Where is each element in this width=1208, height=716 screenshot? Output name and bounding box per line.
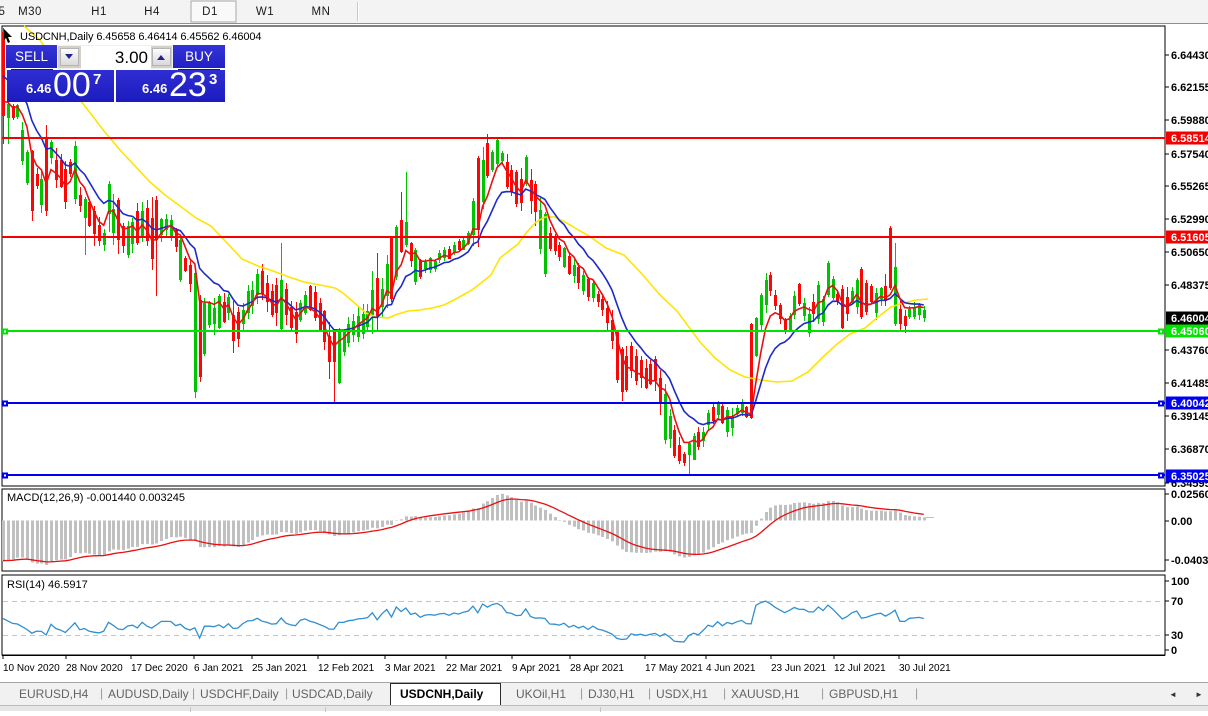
svg-text:6.43760: 6.43760 <box>1171 345 1208 357</box>
svg-text:6.57540: 6.57540 <box>1171 149 1208 161</box>
svg-text:USDCNH,Daily 6.45658 6.46414: USDCNH,Daily 6.45658 6.46414 6.45562 6.4… <box>20 31 261 43</box>
svg-text:6.39145: 6.39145 <box>1171 411 1208 423</box>
svg-text:6.62155: 6.62155 <box>1171 82 1208 94</box>
svg-text:9 Apr 2021: 9 Apr 2021 <box>512 663 561 674</box>
svg-text:6.64430: 6.64430 <box>1171 50 1208 62</box>
svg-text:6.55265: 6.55265 <box>1171 181 1208 193</box>
svg-text:30: 30 <box>1171 630 1183 642</box>
svg-text:3 Mar 2021: 3 Mar 2021 <box>385 663 436 674</box>
svg-text:25 Jan 2021: 25 Jan 2021 <box>252 663 307 674</box>
svg-text:RSI(14) 46.5917: RSI(14) 46.5917 <box>7 579 88 591</box>
svg-text:6.46004: 6.46004 <box>1171 313 1208 325</box>
svg-text:6.51605: 6.51605 <box>1171 232 1208 244</box>
svg-text:D1: D1 <box>202 6 218 18</box>
svg-text:0: 0 <box>1171 645 1177 657</box>
svg-text:MACD(12,26,9) -0.001440 0.0032: MACD(12,26,9) -0.001440 0.003245 <box>7 492 185 504</box>
svg-text:M30: M30 <box>18 6 42 18</box>
svg-text:6.45060: 6.45060 <box>1171 326 1208 338</box>
svg-text:-0.040386: -0.040386 <box>1171 555 1208 567</box>
svg-text:12 Jul 2021: 12 Jul 2021 <box>834 663 886 674</box>
svg-text:6.36870: 6.36870 <box>1171 444 1208 456</box>
svg-text:6.50650: 6.50650 <box>1171 247 1208 259</box>
svg-text:H4: H4 <box>144 6 160 18</box>
svg-text:10 Nov 2020: 10 Nov 2020 <box>3 663 60 674</box>
svg-text:W1: W1 <box>256 6 274 18</box>
svg-text:6.35025: 6.35025 <box>1171 471 1208 483</box>
svg-text:MN: MN <box>312 6 331 18</box>
svg-text:28 Nov 2020: 28 Nov 2020 <box>66 663 123 674</box>
svg-text:5: 5 <box>0 6 5 18</box>
svg-text:12 Feb 2021: 12 Feb 2021 <box>318 663 375 674</box>
svg-text:6 Jan 2021: 6 Jan 2021 <box>194 663 244 674</box>
svg-text:4 Jun 2021: 4 Jun 2021 <box>706 663 756 674</box>
svg-text:28 Apr 2021: 28 Apr 2021 <box>570 663 624 674</box>
svg-text:6.41485: 6.41485 <box>1171 378 1208 390</box>
svg-text:23 Jun 2021: 23 Jun 2021 <box>771 663 826 674</box>
svg-text:100: 100 <box>1171 576 1189 588</box>
svg-text:17 Dec 2020: 17 Dec 2020 <box>131 663 188 674</box>
svg-text:17 May 2021: 17 May 2021 <box>645 663 703 674</box>
svg-text:H1: H1 <box>91 6 107 18</box>
svg-text:0.025609: 0.025609 <box>1171 489 1208 501</box>
svg-text:70: 70 <box>1171 596 1183 608</box>
svg-text:6.52990: 6.52990 <box>1171 214 1208 226</box>
svg-text:6.48375: 6.48375 <box>1171 280 1208 292</box>
svg-text:30 Jul 2021: 30 Jul 2021 <box>899 663 951 674</box>
svg-text:6.40042: 6.40042 <box>1171 398 1208 410</box>
svg-text:0.00: 0.00 <box>1171 516 1192 528</box>
svg-text:6.59880: 6.59880 <box>1171 115 1208 127</box>
svg-text:6.58514: 6.58514 <box>1171 133 1208 145</box>
svg-text:22 Mar 2021: 22 Mar 2021 <box>446 663 503 674</box>
